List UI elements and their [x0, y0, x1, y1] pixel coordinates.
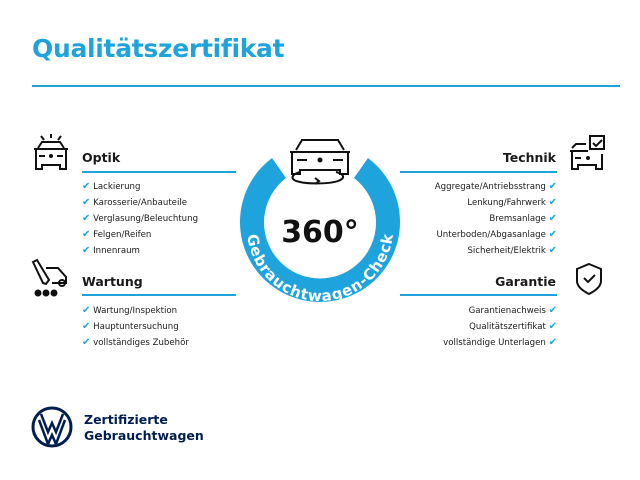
technik-heading: Technik [502, 150, 556, 165]
list-item: ✔ Lackierung [82, 181, 141, 192]
list-item: ✔ Verglasung/Beleuchtung [82, 213, 199, 224]
list-item: Sicherheit/Elektrik ✔ [467, 245, 557, 256]
optik-list: ✔ Lackierung ✔ Karosserie/Anbauteile ✔ V… [82, 179, 198, 259]
badge-value: 360° [281, 215, 359, 250]
title-divider [32, 85, 620, 87]
list-item: Bremsanlage ✔ [489, 213, 557, 224]
list-item: ✔ Karosserie/Anbauteile [82, 197, 188, 208]
vw-logo [31, 406, 73, 448]
car-checkbox-icon [570, 135, 605, 170]
badge-ring [240, 158, 400, 302]
technik-divider [400, 171, 557, 173]
car-360-icon [290, 139, 350, 185]
car-lights-icon [34, 134, 68, 170]
optik-heading: Optik [82, 150, 121, 165]
wartung-divider [82, 294, 236, 296]
list-item: Garantienachweis ✔ [468, 305, 557, 316]
technik-list: Aggregate/Antriebsstrang ✔ Lenkung/Fahrw… [435, 179, 557, 259]
list-item: Aggregate/Antriebsstrang ✔ [434, 181, 557, 192]
wartung-heading: Wartung [82, 274, 143, 289]
list-item: ✔ vollständiges Zubehör [82, 337, 189, 348]
page-title: Qualitätszertifikat [32, 34, 285, 63]
garantie-heading: Garantie [495, 274, 556, 289]
list-item: ✔ Hauptuntersuchung [82, 321, 179, 332]
brand-text: Zertifizierte Gebrauchtwagen [84, 412, 204, 443]
list-item: Lenkung/Fahrwerk ✔ [467, 197, 557, 208]
list-item: Qualitätszertifikat ✔ [469, 321, 557, 332]
optik-divider [82, 171, 236, 173]
list-item: vollständige Unterlagen ✔ [443, 337, 557, 348]
list-item: Unterboden/Abgasanlage ✔ [436, 229, 558, 240]
garantie-list: Garantienachweis ✔ Qualitätszertifikat ✔… [443, 303, 557, 351]
360-check-badge: 360° Gebrauchtwagen-Check [240, 139, 400, 305]
service-tool-car-icon [31, 258, 67, 297]
wartung-list: ✔ Wartung/Inspektion ✔ Hauptuntersuchung… [82, 303, 189, 351]
list-item: ✔ Wartung/Inspektion [82, 305, 178, 316]
list-item: ✔ Felgen/Reifen [82, 229, 152, 240]
list-item: ✔ Innenraum [82, 245, 140, 256]
shield-check-icon [576, 262, 602, 296]
garantie-divider [400, 294, 557, 296]
